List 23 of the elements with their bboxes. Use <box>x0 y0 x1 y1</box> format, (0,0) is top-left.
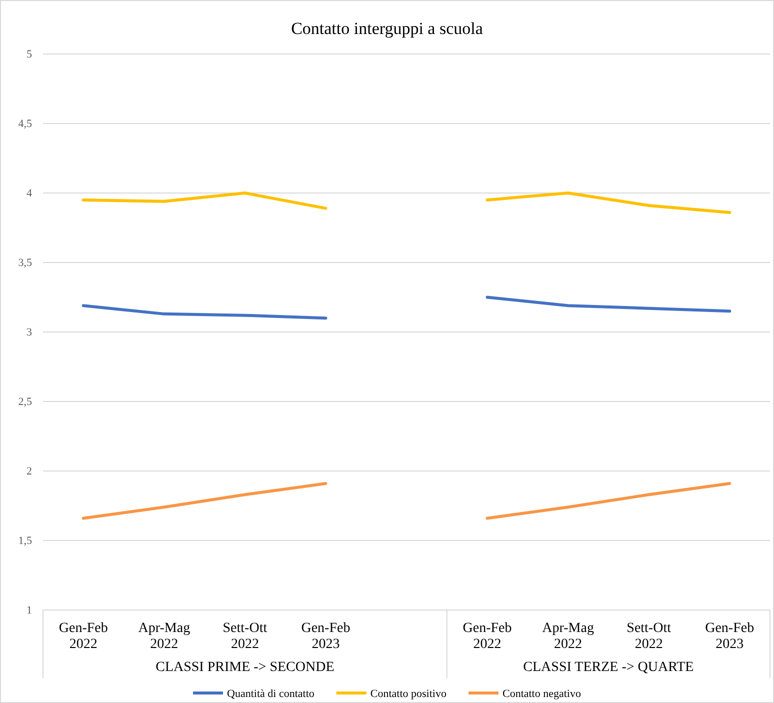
y-tick-label: 4 <box>26 188 32 200</box>
x-tick-label: Gen-Feb 2023 <box>705 621 754 652</box>
y-tick-label: 3,5 <box>18 257 32 270</box>
y-tick-label: 3 <box>26 326 32 339</box>
x-tick-label: Sett-Ott 2022 <box>222 621 268 652</box>
text: CLASSI PRIME -> SECONDE <box>156 660 334 675</box>
x-tick-label: Gen-Feb 2023 <box>301 621 350 652</box>
x-tick-label: Apr-Mag 2022 <box>542 621 594 652</box>
text: CLASSI TERZE -> QUARTE <box>523 660 694 675</box>
legend-label: Contatto negativo <box>502 688 582 700</box>
legend-label: Quantità di contatto <box>227 688 315 700</box>
x-tick-label: Apr-Mag 2022 <box>138 621 190 652</box>
x-tick-label: Gen-Feb 2022 <box>58 621 108 652</box>
y-tick-label: 2 <box>26 466 32 478</box>
y-tick-label: 2,5 <box>18 396 32 408</box>
x-tick-label: Gen-Feb 2022 <box>462 621 512 652</box>
x-tick-label: Sett-Ott 2022 <box>626 621 672 652</box>
y-tick-label: 1 <box>26 604 32 617</box>
y-tick-label: 1,5 <box>18 535 32 548</box>
y-tick-label: 4,5 <box>18 118 32 130</box>
y-tick-label: 5 <box>26 48 32 61</box>
legend-label: Contatto positivo <box>370 688 447 700</box>
chart-title: Contatto interguppi a scuola <box>291 19 484 38</box>
